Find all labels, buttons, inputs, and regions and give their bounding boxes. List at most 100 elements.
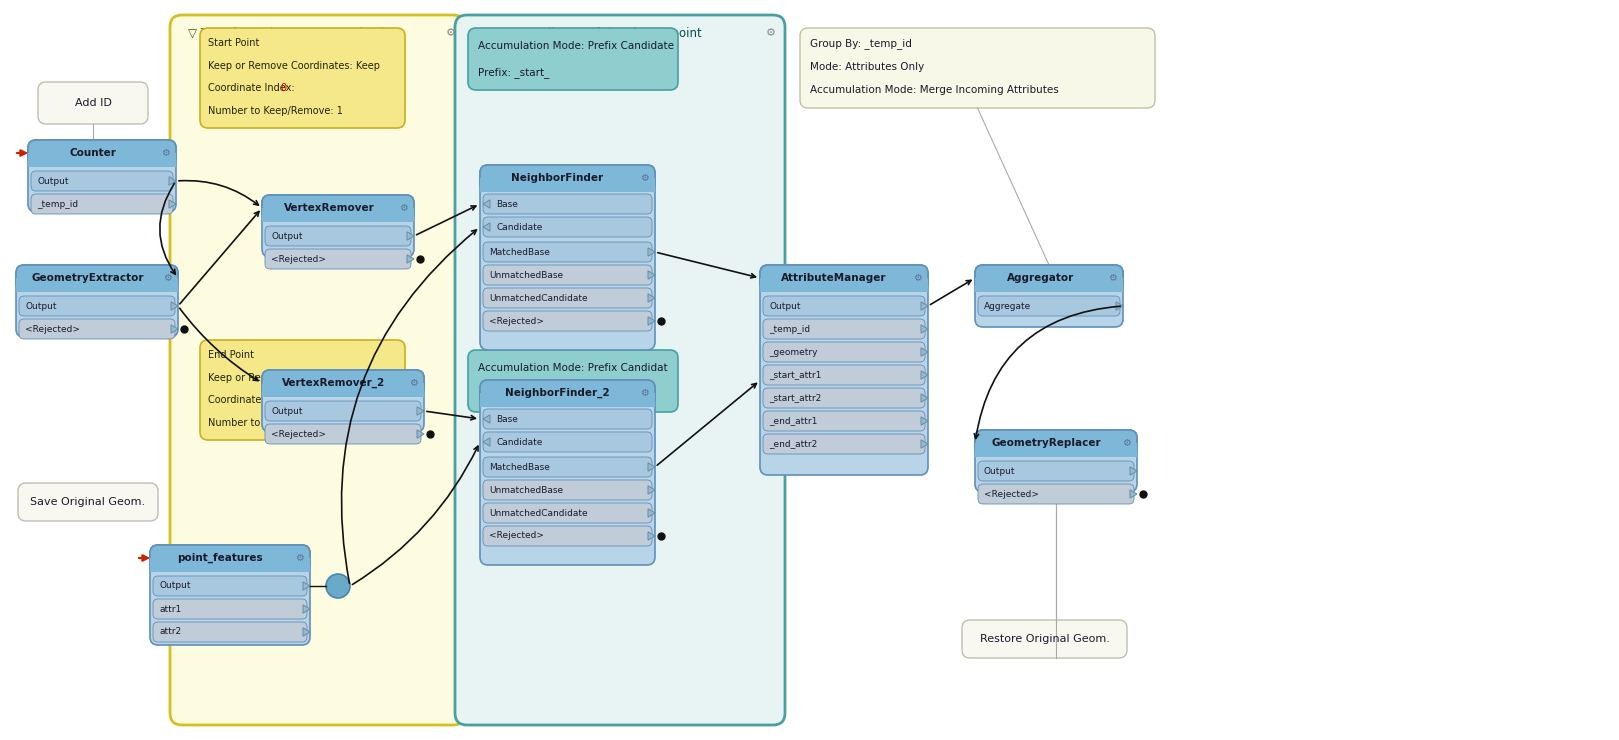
Text: ⚙: ⚙ xyxy=(1122,438,1130,448)
FancyBboxPatch shape xyxy=(18,483,159,521)
Text: attr1: attr1 xyxy=(159,605,181,613)
Text: ⚙: ⚙ xyxy=(640,173,648,183)
Text: ⚙: ⚙ xyxy=(160,148,170,158)
FancyBboxPatch shape xyxy=(763,411,924,431)
FancyArrowPatch shape xyxy=(178,181,259,205)
Text: ⚙: ⚙ xyxy=(766,28,776,38)
FancyBboxPatch shape xyxy=(763,319,924,339)
Text: ⚙: ⚙ xyxy=(1107,273,1117,283)
Polygon shape xyxy=(482,438,491,446)
FancyBboxPatch shape xyxy=(975,430,1137,492)
FancyBboxPatch shape xyxy=(31,194,173,214)
FancyBboxPatch shape xyxy=(262,370,424,396)
Text: Output: Output xyxy=(984,466,1015,476)
Text: Base: Base xyxy=(495,200,518,209)
Text: Number to Keep/Remove: 1: Number to Keep/Remove: 1 xyxy=(207,106,343,116)
FancyBboxPatch shape xyxy=(482,457,652,477)
Text: ⚙: ⚙ xyxy=(408,378,418,388)
FancyArrowPatch shape xyxy=(180,212,259,304)
FancyBboxPatch shape xyxy=(482,311,652,331)
FancyBboxPatch shape xyxy=(978,484,1133,504)
Polygon shape xyxy=(482,415,491,423)
FancyBboxPatch shape xyxy=(154,599,308,619)
Text: Base: Base xyxy=(495,414,518,423)
Text: -1: -1 xyxy=(280,395,290,406)
FancyBboxPatch shape xyxy=(482,242,652,262)
FancyBboxPatch shape xyxy=(266,401,421,421)
FancyArrowPatch shape xyxy=(416,206,476,235)
Text: 0: 0 xyxy=(280,83,287,93)
Text: Output: Output xyxy=(37,177,68,186)
Text: ▽ Merge attributes of the closest point: ▽ Merge attributes of the closest point xyxy=(473,27,701,39)
FancyBboxPatch shape xyxy=(763,296,924,316)
FancyArrowPatch shape xyxy=(342,230,476,583)
Polygon shape xyxy=(303,605,309,613)
FancyBboxPatch shape xyxy=(201,28,405,128)
Text: Accumulation Mode: Prefix Candidat: Accumulation Mode: Prefix Candidat xyxy=(478,363,667,372)
FancyBboxPatch shape xyxy=(763,388,924,408)
Text: Restore Original Geom.: Restore Original Geom. xyxy=(979,634,1109,644)
Text: ⚙: ⚙ xyxy=(295,553,303,563)
Polygon shape xyxy=(921,440,928,448)
FancyArrowPatch shape xyxy=(931,280,971,305)
Bar xyxy=(479,393,656,407)
FancyBboxPatch shape xyxy=(759,265,928,291)
FancyBboxPatch shape xyxy=(468,28,678,90)
Bar xyxy=(479,178,656,192)
Text: _geometry: _geometry xyxy=(769,348,818,357)
FancyBboxPatch shape xyxy=(482,432,652,452)
Text: GeometryReplacer: GeometryReplacer xyxy=(991,438,1101,448)
Text: Output: Output xyxy=(24,301,57,311)
Text: Group By: _temp_id: Group By: _temp_id xyxy=(810,38,911,49)
Text: Accumulation Mode: Prefix Candidate: Accumulation Mode: Prefix Candidate xyxy=(478,41,674,50)
FancyBboxPatch shape xyxy=(262,195,414,257)
Polygon shape xyxy=(418,430,424,438)
Polygon shape xyxy=(303,628,309,636)
Bar xyxy=(759,278,928,292)
Text: MatchedBase: MatchedBase xyxy=(489,462,550,471)
FancyBboxPatch shape xyxy=(479,165,656,191)
Polygon shape xyxy=(172,302,178,310)
Text: ⚙: ⚙ xyxy=(913,273,921,283)
FancyBboxPatch shape xyxy=(978,296,1120,316)
Bar xyxy=(975,278,1124,292)
FancyBboxPatch shape xyxy=(170,15,465,725)
Text: Accumulation Mode: Merge Incoming Attributes: Accumulation Mode: Merge Incoming Attrib… xyxy=(810,85,1059,95)
Bar xyxy=(262,208,414,222)
Polygon shape xyxy=(648,509,656,517)
Polygon shape xyxy=(648,294,656,302)
FancyBboxPatch shape xyxy=(154,576,308,596)
Text: Prefix: _end_: Prefix: _end_ xyxy=(478,389,544,400)
Text: _temp_id: _temp_id xyxy=(769,325,810,334)
Polygon shape xyxy=(172,325,178,333)
Polygon shape xyxy=(1115,302,1124,310)
Text: VertexRemover: VertexRemover xyxy=(283,203,374,213)
FancyArrowPatch shape xyxy=(657,383,756,465)
Polygon shape xyxy=(482,223,491,231)
FancyBboxPatch shape xyxy=(151,545,309,571)
Text: ▽ Transform Line to Start/End Points: ▽ Transform Line to Start/End Points xyxy=(188,27,402,39)
Bar xyxy=(16,278,178,292)
FancyArrowPatch shape xyxy=(353,446,478,585)
Text: _temp_id: _temp_id xyxy=(37,200,78,209)
FancyBboxPatch shape xyxy=(19,296,175,316)
FancyArrowPatch shape xyxy=(657,252,756,278)
Text: Aggregate: Aggregate xyxy=(984,301,1031,311)
Text: Keep or Remove Coordinates: Keep: Keep or Remove Coordinates: Keep xyxy=(207,61,380,70)
FancyBboxPatch shape xyxy=(479,380,656,565)
Bar xyxy=(262,383,424,397)
Polygon shape xyxy=(168,177,176,185)
Text: attr2: attr2 xyxy=(159,628,181,636)
Text: Output: Output xyxy=(270,406,303,415)
FancyArrowPatch shape xyxy=(160,184,175,275)
FancyBboxPatch shape xyxy=(482,288,652,308)
FancyBboxPatch shape xyxy=(975,265,1124,327)
Polygon shape xyxy=(1130,467,1137,475)
FancyBboxPatch shape xyxy=(266,226,411,246)
Polygon shape xyxy=(418,407,424,415)
Text: Output: Output xyxy=(769,301,800,311)
Text: End Point: End Point xyxy=(207,350,254,360)
Text: _end_attr2: _end_attr2 xyxy=(769,440,818,448)
Text: ⚙: ⚙ xyxy=(162,273,172,283)
FancyBboxPatch shape xyxy=(28,140,176,166)
